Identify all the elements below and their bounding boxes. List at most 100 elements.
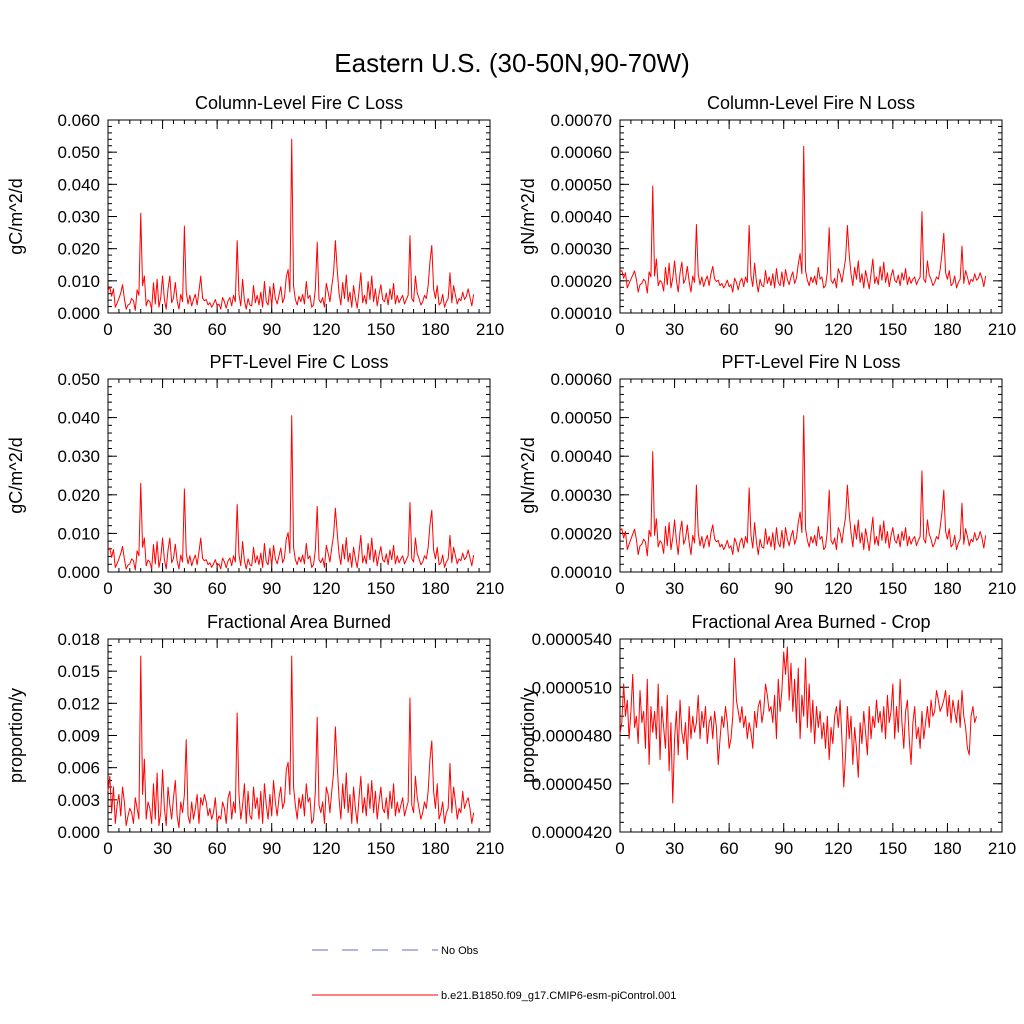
x-tick-label: 210	[476, 839, 504, 858]
panel-title: Fractional Area Burned	[207, 612, 391, 632]
y-tick-label: 0.040	[57, 175, 100, 194]
y-tick-label: 0.00040	[551, 447, 612, 466]
y-tick-label: 0.00060	[551, 143, 612, 162]
x-tick-label: 210	[476, 579, 504, 598]
x-tick-label: 120	[824, 579, 852, 598]
x-tick-label: 60	[720, 839, 739, 858]
x-tick-label: 150	[879, 320, 907, 339]
y-tick-label: 0.00040	[551, 208, 612, 227]
plot-frame	[619, 378, 1003, 573]
x-tick-label: 30	[153, 579, 172, 598]
panel-title: PFT-Level Fire C Loss	[209, 352, 388, 372]
y-tick-label: 0.00030	[551, 240, 612, 259]
x-tick-label: 180	[933, 839, 961, 858]
y-tick-label: 0.00020	[551, 524, 612, 543]
y-tick-label: 0.012	[57, 694, 100, 713]
series-line	[619, 415, 987, 557]
panel-title: Fractional Area Burned - Crop	[691, 612, 930, 632]
y-tick-label: 0.00010	[551, 304, 612, 323]
panel-title: Column-Level Fire C Loss	[195, 93, 403, 113]
series-line	[107, 655, 475, 829]
x-tick-label: 60	[720, 579, 739, 598]
series-line	[619, 145, 987, 294]
y-tick-label: 0.060	[57, 111, 100, 130]
y-tick-label: 0.003	[57, 791, 100, 810]
x-tick-label: 180	[421, 839, 449, 858]
panels: Column-Level Fire C Loss 0 30 60 90 120 150 180…	[6, 93, 1016, 858]
y-tick-label: 0.00070	[551, 111, 612, 130]
x-tick-label: 150	[879, 579, 907, 598]
y-tick-label: 0.00010	[551, 563, 612, 582]
x-tick-label: 180	[421, 320, 449, 339]
y-tick-label: 0.00050	[551, 409, 612, 428]
x-tick-label: 60	[208, 839, 227, 858]
x-tick-label: 60	[208, 579, 227, 598]
y-tick-label: 0.006	[57, 759, 100, 778]
panel-fractional-area-burned: Fractional Area Burned 0 30 60 90 120 150 180 21…	[6, 612, 504, 858]
y-tick-label: 0.020	[57, 486, 100, 505]
x-tick-label: 30	[665, 579, 684, 598]
x-tick-label: 60	[208, 320, 227, 339]
y-tick-label: 0.050	[57, 370, 100, 389]
x-tick-label: 30	[665, 839, 684, 858]
y-tick-label: 0.00050	[551, 175, 612, 194]
plot-frame	[107, 378, 491, 573]
y-axis-label: gC/m^2/d	[6, 178, 26, 254]
x-tick-label: 120	[312, 320, 340, 339]
y-tick-label: 0.0000510	[532, 678, 612, 697]
panel-column-level-fire-n-loss: Column-Level Fire N Loss 0 30 60 90 120 150 180…	[518, 93, 1016, 339]
y-tick-label: 0.010	[57, 272, 100, 291]
x-tick-label: 90	[774, 320, 793, 339]
x-tick-label: 30	[153, 320, 172, 339]
panel-fractional-area-burned-crop: Fractional Area Burned - Crop 0 30 60 90 120 1…	[518, 612, 1016, 858]
panel-title: PFT-Level Fire N Loss	[721, 352, 900, 372]
y-tick-label: 0.020	[57, 240, 100, 259]
y-tick-label: 0.010	[57, 524, 100, 543]
x-tick-label: 0	[103, 839, 112, 858]
y-axis-label: gN/m^2/d	[518, 437, 538, 513]
legend-series-label: b.e21.B1850.f09_g17.CMIP6-esm-piControl.…	[441, 990, 676, 1002]
x-tick-label: 0	[103, 320, 112, 339]
x-tick-label: 180	[933, 320, 961, 339]
y-axis-label: gC/m^2/d	[6, 437, 26, 513]
series-line	[619, 646, 978, 804]
figure-title: Eastern U.S. (30-50N,90-70W)	[334, 48, 689, 78]
x-tick-label: 0	[615, 579, 624, 598]
x-tick-label: 210	[988, 579, 1016, 598]
x-tick-label: 120	[312, 579, 340, 598]
panel-column-level-fire-c-loss: Column-Level Fire C Loss 0 30 60 90 120 150 180…	[6, 93, 504, 339]
x-tick-label: 210	[476, 320, 504, 339]
series-line	[107, 138, 475, 311]
y-tick-label: 0.030	[57, 447, 100, 466]
legend: No Obs b.e21.B1850.f09_g17.CMIP6-esm-piC…	[312, 945, 676, 1002]
x-tick-label: 30	[665, 320, 684, 339]
y-tick-label: 0.000	[57, 304, 100, 323]
x-tick-label: 150	[367, 320, 395, 339]
y-tick-label: 0.00030	[551, 486, 612, 505]
y-tick-label: 0.00060	[551, 370, 612, 389]
x-tick-label: 150	[879, 839, 907, 858]
legend-no-obs-label: No Obs	[441, 945, 479, 957]
x-tick-label: 30	[153, 839, 172, 858]
y-tick-label: 0.050	[57, 143, 100, 162]
series-line	[107, 415, 475, 571]
x-tick-label: 90	[262, 320, 281, 339]
y-axis-label: gN/m^2/d	[518, 178, 538, 254]
x-tick-label: 60	[720, 320, 739, 339]
panel-pft-level-fire-c-loss: PFT-Level Fire C Loss 0 30 60 90 120 150 180 210…	[6, 352, 504, 598]
x-tick-label: 150	[367, 579, 395, 598]
y-tick-label: 0.009	[57, 727, 100, 746]
x-tick-label: 90	[774, 839, 793, 858]
y-tick-label: 0.018	[57, 630, 100, 649]
y-axis-label: proportion/y	[6, 688, 26, 783]
x-tick-label: 0	[103, 579, 112, 598]
x-tick-label: 0	[615, 320, 624, 339]
x-tick-label: 210	[988, 839, 1016, 858]
panel-title: Column-Level Fire N Loss	[707, 93, 915, 113]
x-tick-label: 120	[312, 839, 340, 858]
x-tick-label: 0	[615, 839, 624, 858]
x-tick-label: 120	[824, 839, 852, 858]
x-tick-label: 180	[933, 579, 961, 598]
y-axis-label: proportion/y	[518, 688, 538, 783]
